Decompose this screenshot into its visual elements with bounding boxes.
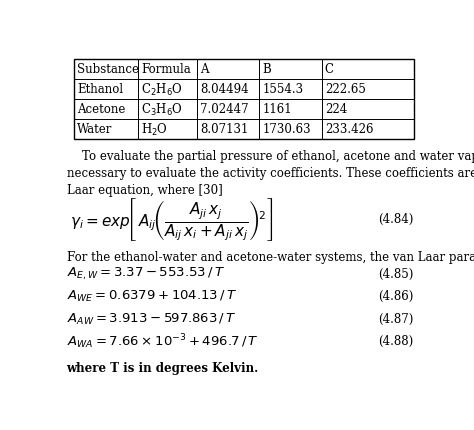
Text: (4.84): (4.84) <box>378 212 414 225</box>
Text: 8.04494: 8.04494 <box>200 83 248 96</box>
Text: necessary to evaluate the activity coefficients. These coefficients are calculat: necessary to evaluate the activity coeff… <box>66 166 474 179</box>
Text: 1161: 1161 <box>263 103 292 116</box>
Text: For the ethanol-water and acetone-water systems, the van Laar parameters are [30: For the ethanol-water and acetone-water … <box>66 250 474 263</box>
Text: To evaluate the partial pressure of ethanol, acetone and water vapors, it is: To evaluate the partial pressure of etha… <box>66 149 474 162</box>
Text: Ethanol: Ethanol <box>77 83 123 96</box>
Text: Water: Water <box>77 123 112 136</box>
Text: (4.87): (4.87) <box>378 312 414 325</box>
Text: (4.88): (4.88) <box>379 335 414 347</box>
Text: (4.85): (4.85) <box>378 267 414 280</box>
Text: 1554.3: 1554.3 <box>263 83 303 96</box>
Text: Laar equation, where [30]: Laar equation, where [30] <box>66 184 222 197</box>
Text: 222.65: 222.65 <box>325 83 366 96</box>
Text: C$_3$H$_6$O: C$_3$H$_6$O <box>141 101 183 117</box>
Text: A: A <box>200 63 209 76</box>
Text: Substance: Substance <box>77 63 139 76</box>
Text: $\gamma_i = exp\!\left[\,A_{ij}\!\left(\dfrac{A_{ji}\,x_j}{A_{ij}\,x_i + A_{ji}\: $\gamma_i = exp\!\left[\,A_{ij}\!\left(\… <box>70 196 273 242</box>
Text: $A_{WA} = 7.66 \times 10^{-3} + 496.7\,/\,T$: $A_{WA} = 7.66 \times 10^{-3} + 496.7\,/… <box>66 332 258 350</box>
Text: C: C <box>325 63 334 76</box>
Text: $A_{AW} = 3.913 - 597.863\,/\,T$: $A_{AW} = 3.913 - 597.863\,/\,T$ <box>66 311 236 326</box>
Text: 224: 224 <box>325 103 347 116</box>
Text: C$_2$H$_6$O: C$_2$H$_6$O <box>141 82 183 98</box>
Text: Formula: Formula <box>141 63 191 76</box>
Text: 233.426: 233.426 <box>325 123 374 136</box>
Text: H$_2$O: H$_2$O <box>141 121 168 138</box>
Text: 8.07131: 8.07131 <box>200 123 248 136</box>
Text: $A_{E,W} = 3.37 - 553.53\,/\,T$: $A_{E,W} = 3.37 - 553.53\,/\,T$ <box>66 265 225 282</box>
Text: (4.86): (4.86) <box>378 289 414 302</box>
Text: Acetone: Acetone <box>77 103 125 116</box>
Text: 1730.63: 1730.63 <box>263 123 311 136</box>
Text: 7.02447: 7.02447 <box>200 103 248 116</box>
Text: $A_{WE} = 0.6379 + 104.13\,/\,T$: $A_{WE} = 0.6379 + 104.13\,/\,T$ <box>66 289 237 304</box>
Text: B: B <box>263 63 271 76</box>
Text: where T is in degrees Kelvin.: where T is in degrees Kelvin. <box>66 362 259 375</box>
Bar <box>74 60 414 139</box>
